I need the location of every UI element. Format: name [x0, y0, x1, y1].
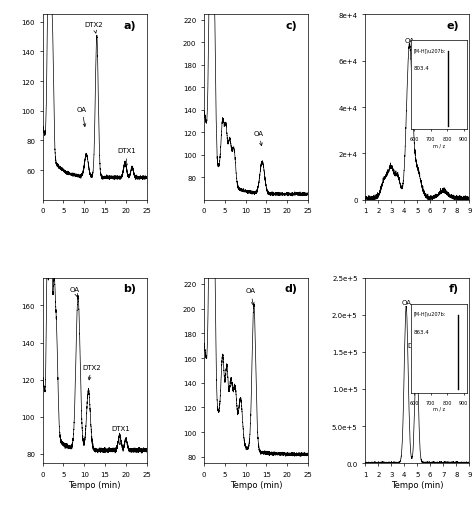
- Text: OA: OA: [401, 299, 411, 305]
- Text: e): e): [446, 21, 459, 31]
- X-axis label: Tempo (min): Tempo (min): [230, 479, 282, 489]
- Text: DTX1: DTX1: [118, 148, 137, 167]
- Text: f): f): [449, 284, 459, 294]
- Text: OA: OA: [246, 288, 255, 305]
- Text: OA: OA: [77, 106, 87, 127]
- Text: OA: OA: [70, 286, 80, 297]
- Text: c): c): [286, 21, 298, 31]
- X-axis label: Tempo (min): Tempo (min): [68, 479, 121, 489]
- Text: OA: OA: [404, 38, 414, 44]
- Text: d): d): [284, 284, 298, 294]
- Text: DTX2: DTX2: [407, 342, 426, 348]
- X-axis label: Tempo (min): Tempo (min): [391, 479, 444, 489]
- Text: DTX2: DTX2: [82, 364, 101, 380]
- Text: b): b): [123, 284, 137, 294]
- Text: OA: OA: [254, 130, 264, 147]
- Text: a): a): [124, 21, 137, 31]
- Text: DTX1: DTX1: [111, 425, 130, 445]
- Text: DTX2: DTX2: [84, 22, 103, 34]
